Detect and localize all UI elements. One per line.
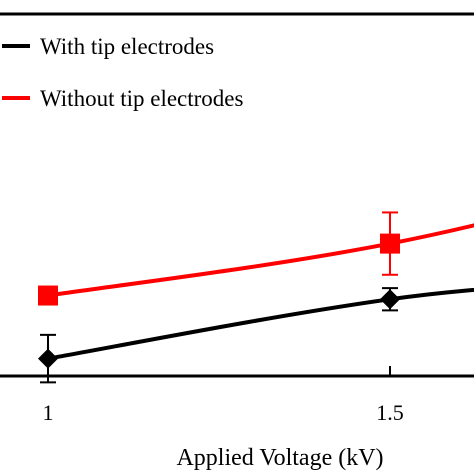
legend-label-without-tip: Without tip electrodes [40, 86, 244, 111]
axes: 1 1.5 [0, 12, 474, 425]
legend: With tip electrodes Without tip electrod… [2, 34, 244, 111]
data-point-diamond [38, 348, 58, 369]
x-tick-label: 1.5 [376, 400, 404, 425]
series-with-tip [38, 287, 474, 384]
series-layer [38, 211, 474, 384]
legend-label-with-tip: With tip electrodes [40, 34, 214, 59]
data-point-square [380, 233, 400, 254]
x-axis-title: Applied Voltage (kV) [176, 445, 383, 471]
data-point-square [38, 285, 58, 306]
data-point-diamond [380, 289, 400, 310]
series-line [47, 287, 474, 361]
series-without-tip [38, 211, 474, 306]
x-tick-label: 1 [43, 400, 54, 425]
series-line [47, 223, 474, 298]
